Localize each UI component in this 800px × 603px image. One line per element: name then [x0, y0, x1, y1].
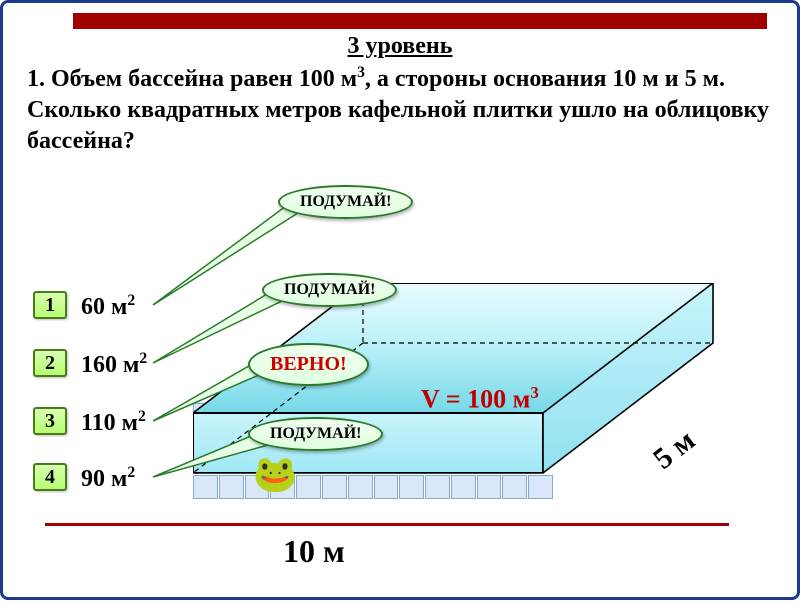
question-text: 1. Объем бассейна равен 100 м3, а сторон… [27, 63, 773, 158]
answer-label-2: 160 м2 [81, 350, 147, 379]
tile-grid-front [193, 475, 553, 499]
feedback-wrong-1: ПОДУМАЙ! [278, 185, 413, 219]
volume-label: V = 100 м3 [421, 383, 539, 415]
baseline-rule [45, 523, 729, 526]
answer-label-4: 90 м2 [81, 464, 135, 493]
answer-label-1: 60 м2 [81, 292, 135, 321]
frog-icon: 🐸 [253, 453, 298, 495]
answer-button-2[interactable]: 2 [33, 349, 67, 377]
answer-button-1[interactable]: 1 [33, 291, 67, 319]
dimension-length: 10 м [283, 533, 345, 570]
answer-label-3: 110 м2 [81, 408, 146, 437]
answer-button-4[interactable]: 4 [33, 463, 67, 491]
feedback-wrong-4: ПОДУМАЙ! [248, 417, 383, 451]
feedback-wrong-2: ПОДУМАЙ! [262, 273, 397, 307]
answer-button-3[interactable]: 3 [33, 407, 67, 435]
feedback-correct: ВЕРНО! [248, 343, 369, 386]
slide-frame: 3 уровень 1. Объем бассейна равен 100 м3… [0, 0, 800, 600]
level-title: 3 уровень [3, 33, 797, 60]
